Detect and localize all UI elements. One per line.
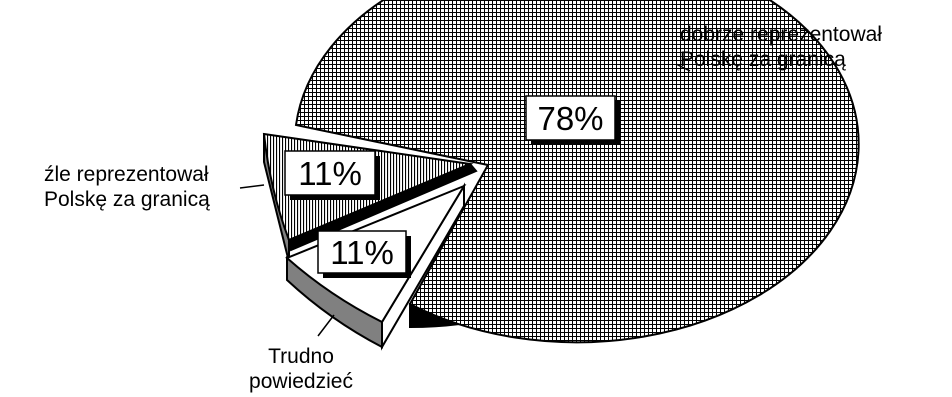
slice-dobrze <box>294 0 860 344</box>
value-label-zle-text: 11% <box>298 155 362 192</box>
value-label-zle: 11% <box>284 150 380 200</box>
value-label-trudno: 11% <box>317 230 411 278</box>
value-label-trudno-text: 11% <box>330 234 394 271</box>
category-label-dobrze-line2: Polskę za granicą <box>680 48 846 71</box>
category-label-zle-line1: źle reprezentował <box>44 163 209 186</box>
category-label-zle-line2: Polskę za granicą <box>44 188 210 211</box>
category-label-dobrze-line1: dobrze reprezentował <box>680 23 882 46</box>
value-label-dobrze-text: 78% <box>537 100 603 137</box>
value-label-dobrze: 78% <box>525 95 620 145</box>
leader-trudno <box>317 314 335 337</box>
slice-zle-edge <box>287 162 478 252</box>
category-label-trudno-line2: powiedzieć <box>249 370 353 393</box>
leader-zle <box>239 184 265 189</box>
leader-dobrze <box>675 63 691 72</box>
category-label-trudno-line1: Trudno <box>268 345 334 368</box>
category-label-trudno: Trudno powiedzieć <box>246 344 356 394</box>
category-label-dobrze: dobrze reprezentował Polskę za granicą <box>680 22 882 72</box>
category-label-zle: źle reprezentował Polskę za granicą <box>44 162 210 212</box>
